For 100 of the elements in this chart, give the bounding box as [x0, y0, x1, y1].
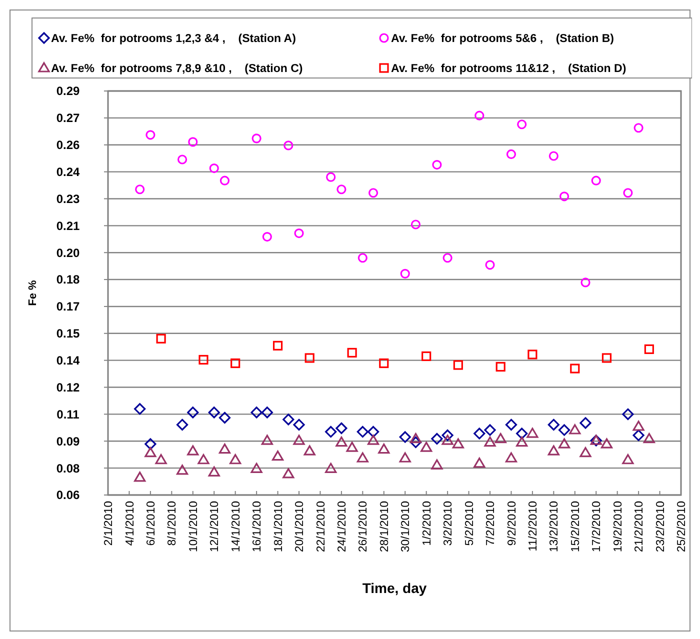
x-tick-label: 6/1/2010 [145, 501, 158, 546]
point [134, 403, 146, 415]
point [294, 228, 304, 238]
point [356, 452, 368, 462]
point [474, 110, 484, 120]
point [156, 334, 166, 344]
point [422, 351, 432, 362]
point [252, 134, 262, 144]
point [442, 434, 454, 445]
point [431, 459, 443, 470]
point [325, 426, 337, 438]
point [484, 424, 496, 436]
point [548, 445, 560, 456]
point [506, 149, 516, 160]
point [325, 462, 337, 473]
x-tick-label: 30/1/2010 [400, 501, 412, 552]
point [250, 462, 262, 473]
x-tick-label: 13/2/2010 [548, 501, 561, 552]
x-tick-label: 9/2/2010 [506, 501, 518, 546]
point [336, 184, 346, 194]
point [526, 428, 538, 438]
point [134, 472, 146, 482]
point [220, 176, 230, 186]
point [570, 364, 580, 374]
x-tick-label: 19/2/2010 [612, 501, 624, 552]
point [282, 414, 294, 426]
point [293, 418, 305, 431]
point [516, 436, 528, 447]
point [559, 192, 570, 202]
x-tick-label: 12/1/2010 [209, 501, 222, 552]
point [218, 412, 231, 424]
x-tick-label: 15/2/2010 [570, 501, 582, 552]
point [176, 464, 188, 475]
point [632, 420, 644, 431]
point [367, 434, 380, 445]
point [198, 454, 210, 464]
point [622, 408, 634, 420]
point [198, 354, 208, 365]
x-tick-label: 4/1/2010 [124, 501, 136, 546]
point [261, 434, 273, 445]
y-axis-title: Fe % [27, 280, 39, 306]
point [548, 151, 558, 161]
point [284, 140, 294, 150]
point [634, 123, 644, 133]
point [623, 188, 633, 198]
x-axis-title: Time, day [362, 580, 427, 596]
point [442, 429, 454, 442]
x-tick-label: 2/1/2010 [103, 501, 116, 546]
point [632, 429, 644, 442]
x-tick-label: 20/1/2010 [294, 501, 306, 552]
point [400, 268, 410, 278]
point [208, 406, 220, 418]
point [378, 444, 390, 454]
point [304, 353, 314, 363]
point [347, 348, 357, 358]
point [496, 362, 506, 372]
point [452, 438, 464, 448]
point [548, 418, 560, 431]
y-tick-label: 0.21 [56, 218, 80, 233]
legend-label: Av. Fe% for potrooms 5&6 , (Station B) [391, 33, 614, 45]
y-tick-label: 0.14 [56, 354, 80, 368]
point [622, 454, 634, 464]
point [187, 406, 199, 418]
point [600, 438, 613, 448]
point [432, 160, 442, 170]
point [262, 232, 272, 242]
point [272, 450, 284, 461]
x-tick-label: 10/1/2010 [188, 501, 200, 552]
y-tick-label: 0.17 [56, 300, 80, 314]
point [379, 358, 389, 368]
y-tick-label: 0.11 [56, 407, 80, 422]
point [144, 438, 156, 450]
point [368, 188, 378, 198]
point [410, 432, 422, 444]
point [177, 154, 188, 164]
legend-label: Av. Fe% for potrooms 1,2,3 &4 , (Station A) [51, 33, 296, 45]
x-tick-label: 1/2/2010 [421, 501, 434, 546]
point [144, 447, 156, 458]
point [591, 176, 601, 186]
x-tick-label: 24/1/2010 [336, 501, 348, 552]
x-tick-label: 25/2/2010 [676, 501, 688, 552]
point [304, 445, 316, 456]
point [218, 444, 231, 454]
point [146, 130, 156, 140]
x-tick-label: 11/2/2010 [527, 501, 540, 552]
point [155, 454, 167, 464]
y-tick-label: 0.24 [56, 165, 80, 179]
y-tick-label: 0.20 [56, 246, 80, 260]
point [442, 253, 452, 263]
point [558, 424, 570, 436]
x-tick-label: 28/1/2010 [378, 501, 391, 552]
point [420, 442, 432, 452]
x-tick-label: 21/2/2010 [634, 501, 646, 552]
y-tick-label: 0.15 [56, 326, 80, 341]
point [410, 220, 421, 230]
y-tick-label: 0.29 [56, 84, 80, 98]
point [484, 436, 496, 447]
point [250, 406, 262, 418]
point [293, 434, 305, 445]
x-tick-label: 17/2/2010 [591, 501, 604, 552]
